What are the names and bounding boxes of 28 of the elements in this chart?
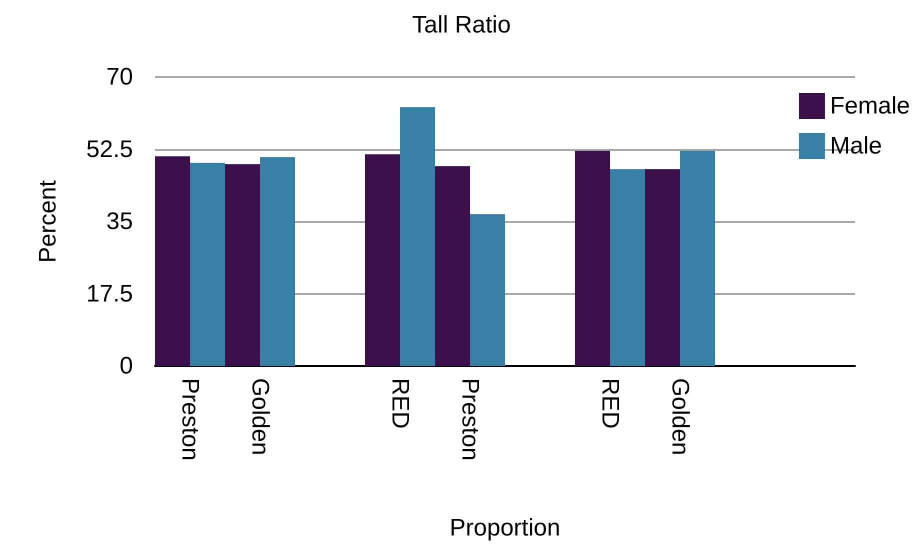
y-tick-label: 70 xyxy=(106,64,133,90)
y-tick-label: 35 xyxy=(106,208,133,235)
x-tick-label: Golden xyxy=(666,378,694,456)
bar xyxy=(680,150,715,366)
bar xyxy=(610,169,645,366)
legend-label: Male xyxy=(830,132,882,160)
legend-label: Female xyxy=(830,92,910,120)
chart-title: Tall Ratio xyxy=(412,12,511,38)
y-axis-title: Percent xyxy=(34,180,62,263)
bar xyxy=(155,156,190,366)
bar xyxy=(645,169,680,366)
bar xyxy=(190,162,225,366)
x-tick-label: Preston xyxy=(176,378,204,461)
x-tick-label: Preston xyxy=(456,378,484,461)
bar xyxy=(260,157,295,366)
bar xyxy=(365,154,400,366)
x-tick-label: RED xyxy=(596,378,624,429)
y-tick-label: 17.5 xyxy=(86,280,133,308)
bar xyxy=(470,214,505,366)
x-tick-label: Golden xyxy=(246,378,274,456)
bar xyxy=(225,164,260,366)
bar xyxy=(400,107,435,366)
bar xyxy=(575,150,610,366)
y-tick-label: 0 xyxy=(120,352,133,380)
y-tick-label: 52.5 xyxy=(86,136,133,163)
x-axis-title: Proportion xyxy=(450,514,560,542)
x-tick-label: RED xyxy=(386,378,414,429)
bar xyxy=(435,166,470,366)
